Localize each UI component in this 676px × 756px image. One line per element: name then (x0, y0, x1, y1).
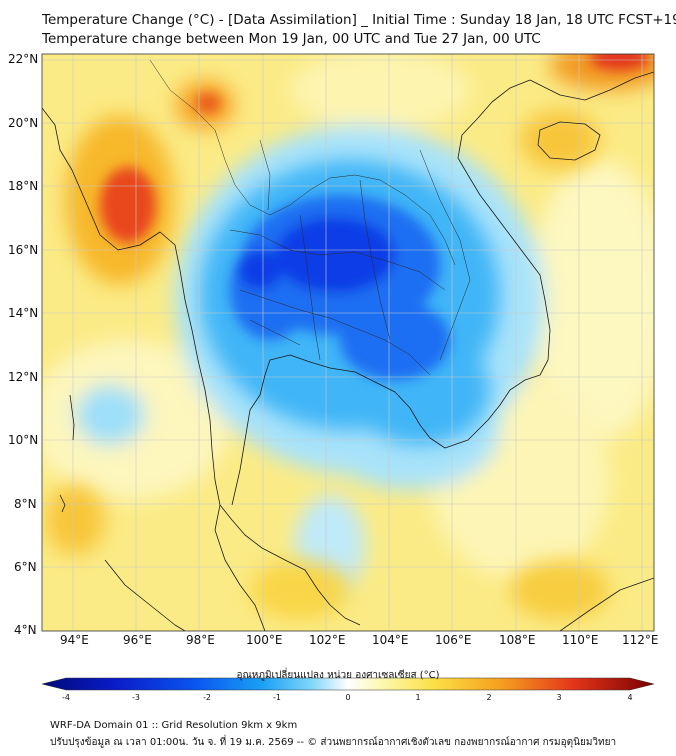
pale-area-east (530, 160, 654, 440)
warm-area-southeast (510, 560, 610, 620)
map-frame (41, 53, 655, 632)
lat-label: 22°N (8, 52, 39, 66)
cool-spot-andaman (75, 385, 145, 445)
admin-borders (149, 59, 471, 376)
lat-label: 4°N (14, 623, 37, 637)
colorbar-tick: -4 (62, 693, 70, 702)
lon-label: 110°E (562, 633, 599, 647)
hot-core-north (195, 93, 221, 113)
hot-core-myanmar (100, 167, 156, 243)
colorbar-tick: 1 (415, 693, 421, 702)
coast-peninsula-west (214, 504, 266, 631)
lat-label: 20°N (8, 116, 39, 130)
coldest-core (275, 217, 395, 293)
andaman-islands (69, 394, 75, 441)
lon-label: 108°E (499, 633, 536, 647)
footer-update-info: ปรับปรุงข้อมูล ณ เวลา 01:00น. วัน จ. ที่… (50, 737, 617, 748)
lon-label: 100°E (246, 633, 283, 647)
coast-sumatra (104, 559, 186, 631)
lat-label: 10°N (8, 433, 39, 447)
border-laos (419, 149, 471, 361)
lon-label: 102°E (309, 633, 346, 647)
hot-core-northeast (590, 54, 650, 70)
coldest-west (238, 250, 282, 290)
lat-label: 8°N (14, 497, 37, 511)
border-central (239, 289, 431, 376)
footer-model-info: WRF-DA Domain 01 :: Grid Resolution 9km … (50, 720, 298, 731)
colorbar-tick: 3 (556, 693, 562, 702)
colorbar-tick: 2 (486, 693, 492, 702)
lon-label: 106°E (435, 633, 472, 647)
coast-borneo (559, 577, 654, 631)
lon-label: 94°E (60, 633, 89, 647)
colorbar-label: อุณหภูมิเปลี่ยนแปลง หน่วย องศาเซลเซียส (… (236, 670, 440, 681)
border-north (149, 59, 456, 266)
warm-area-southwest (45, 485, 105, 555)
lon-label: 112°E (622, 633, 659, 647)
coast-south-china (529, 71, 654, 101)
warm-area-hainan (520, 110, 600, 170)
map-title: Temperature Change (°C) - [Data Assimila… (42, 12, 676, 28)
lon-label: 98°E (186, 633, 215, 647)
coast-gulf-vietnam (231, 79, 551, 506)
colorbar-tick: -1 (273, 693, 281, 702)
lat-label: 16°N (8, 243, 39, 257)
lat-label: 14°N (8, 306, 39, 320)
border-mekong (359, 179, 391, 341)
coast-peninsula-east (219, 504, 361, 626)
colorbar-tick: 0 (345, 693, 351, 702)
coastlines (42, 71, 654, 631)
map-field (42, 54, 654, 631)
colorbar-tick: -2 (203, 693, 211, 702)
lat-label: 6°N (14, 560, 37, 574)
border-chiang (259, 139, 271, 211)
colorbar-tick: 4 (627, 693, 633, 702)
lat-label: 12°N (8, 370, 39, 384)
pale-area-north (290, 54, 470, 130)
colorbar (41, 677, 655, 691)
warm-area-peninsula (250, 560, 350, 620)
lat-label: 18°N (8, 179, 39, 193)
lon-label: 104°E (372, 633, 409, 647)
gridlines (42, 54, 654, 631)
map-subtitle: Temperature change between Mon 19 Jan, 0… (42, 31, 541, 47)
lon-label: 96°E (123, 633, 152, 647)
strong-cold-east (340, 300, 450, 380)
colorbar-tick: -3 (132, 693, 140, 702)
coast-myanmar-west (42, 107, 221, 506)
hainan-island (537, 121, 601, 161)
nicobar-islands (59, 494, 66, 513)
border-west (299, 214, 321, 361)
border-bangkok (249, 319, 301, 346)
border-isan (229, 229, 446, 291)
